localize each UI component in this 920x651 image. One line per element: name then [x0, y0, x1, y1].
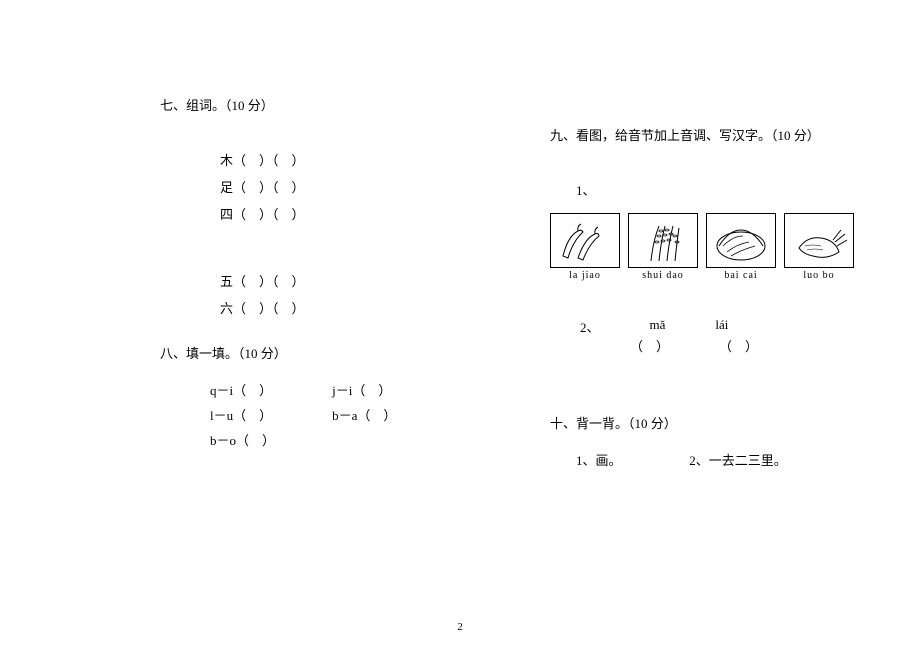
- q9-word: lái: [715, 317, 728, 336]
- q7-line: 六（ ）（ ）: [160, 298, 500, 317]
- q8-cell: q－i（ ）: [210, 380, 272, 399]
- q9-sub2: 2、: [580, 317, 600, 336]
- q9-blank: （ ）: [719, 336, 758, 355]
- q8-cell: l－u（ ）: [210, 405, 272, 424]
- cabbage-icon: [709, 216, 773, 266]
- q7-line: 木（ ）（ ）: [160, 150, 500, 169]
- q8-cell: j－i（ ）: [332, 380, 391, 399]
- q10-a: 1、画。: [576, 450, 686, 469]
- left-column: 七、组词。（10 分） 木（ ）（ ） 足（ ）（ ） 四（ ）（ ） 五（ ）…: [160, 95, 500, 455]
- q10-b: 2、一去二三里。: [689, 453, 787, 468]
- q10-title: 十、背一背。（10 分）: [550, 413, 870, 432]
- q8-cell: b－o（ ）: [210, 430, 275, 449]
- q9-sub2-row: 2、 mǎ lái: [550, 317, 870, 336]
- q8-row: l－u（ ） b－a（ ）: [210, 405, 500, 424]
- image-lajiao: [550, 213, 620, 268]
- q9-sub2-blanks: （ ） （ ）: [550, 336, 870, 355]
- pepper-icon: [553, 216, 617, 266]
- q7-line: 足（ ）（ ）: [160, 177, 500, 196]
- q9-caption-row: la jiao shui dao bai cai luo bo: [550, 270, 870, 281]
- q8-row: q－i（ ） j－i（ ）: [210, 380, 500, 399]
- image-baicai: [706, 213, 776, 268]
- rice-icon: [631, 216, 695, 266]
- q9-word: mǎ: [650, 317, 666, 336]
- image-luobo: [784, 213, 854, 268]
- caption: la jiao: [550, 270, 620, 281]
- image-shuidao: [628, 213, 698, 268]
- q9-blank: （ ）: [630, 336, 669, 355]
- q9-sub1: 1、: [550, 180, 870, 199]
- caption: shui dao: [628, 270, 698, 281]
- q7-title: 七、组词。（10 分）: [160, 95, 500, 114]
- page-number: 2: [0, 621, 920, 633]
- q9-image-row: [550, 213, 870, 268]
- q7-line: 四（ ）（ ）: [160, 204, 500, 223]
- q7-line: 五（ ）（ ）: [160, 271, 500, 290]
- q8-title: 八、填一填。（10 分）: [160, 343, 500, 362]
- right-column: 九、看图，给音节加上音调、写汉字。（10 分） 1、: [550, 125, 870, 477]
- caption: bai cai: [706, 270, 776, 281]
- caption: luo bo: [784, 270, 854, 281]
- q10-row: 1、画。 2、一去二三里。: [550, 450, 870, 469]
- q8-cell: b－a（ ）: [332, 405, 396, 424]
- radish-icon: [787, 216, 851, 266]
- q8-row: b－o（ ）: [210, 430, 500, 449]
- q9-title: 九、看图，给音节加上音调、写汉字。（10 分）: [550, 125, 870, 144]
